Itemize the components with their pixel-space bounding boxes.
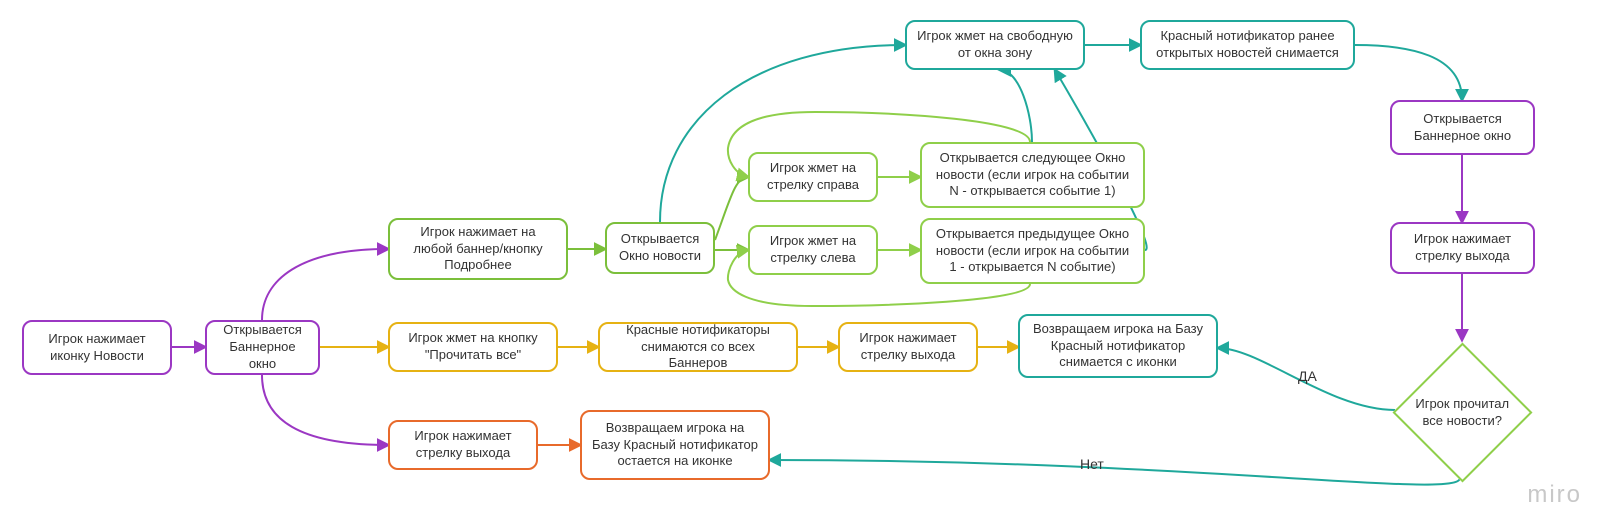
node-n13: Игрок жмет на кнопку "Прочитать все" xyxy=(388,322,558,372)
node-text: Игрок нажимает иконку Новости xyxy=(34,331,160,365)
node-n9: Игрок жмет на свободную от окна зону xyxy=(905,20,1085,70)
node-n6: Открывается следующее Окно новости (если… xyxy=(920,142,1145,208)
node-n17: Игрок нажимает стрелку выхода xyxy=(388,420,538,470)
node-text: Игрок нажимает стрелку выхода xyxy=(1402,231,1523,265)
node-n2: Открывается Баннерное окно xyxy=(205,320,320,375)
node-text: Красный нотификатор ранее открытых новос… xyxy=(1152,28,1343,62)
node-text: Открывается Окно новости xyxy=(617,231,703,265)
decision-text: Игрок прочитал все новости? xyxy=(1415,395,1510,429)
edge-e16 xyxy=(1355,45,1462,100)
edge-e4 xyxy=(262,375,388,445)
edge-e24 xyxy=(770,460,1460,485)
node-text: Игрок жмет на свободную от окна зону xyxy=(917,28,1073,62)
decision-diamond: Игрок прочитал все новости? xyxy=(1392,342,1532,482)
node-text: Игрок жмет на кнопку "Прочитать все" xyxy=(400,330,546,364)
edge-label: Нет xyxy=(1080,456,1104,472)
node-n1: Игрок нажимает иконку Новости xyxy=(22,320,172,375)
edge-e13 xyxy=(1000,70,1032,142)
node-text: Игрок жмет на стрелку справа xyxy=(760,160,866,194)
node-n11: Открывается Баннерное окно xyxy=(1390,100,1535,155)
node-n3: Игрок нажимает на любой баннер/кнопку По… xyxy=(388,218,568,280)
node-n14: Красные нотификаторы снимаются со всех Б… xyxy=(598,322,798,372)
edge-e2 xyxy=(262,249,388,320)
node-n5: Игрок жмет на стрелку справа xyxy=(748,152,878,202)
node-text: Красные нотификаторы снимаются со всех Б… xyxy=(610,322,786,373)
node-text: Открывается Баннерное окно xyxy=(217,322,308,373)
node-text: Игрок жмет на стрелку слева xyxy=(760,233,866,267)
edge-label: ДА xyxy=(1298,368,1317,384)
node-n16: Возвращаем игрока на Базу Красный нотифи… xyxy=(1018,314,1218,378)
node-n12: Игрок нажимает стрелку выхода xyxy=(1390,222,1535,274)
node-n8: Открывается предыдущее Окно новости (есл… xyxy=(920,218,1145,284)
node-n10: Красный нотификатор ранее открытых новос… xyxy=(1140,20,1355,70)
node-text: Открывается Баннерное окно xyxy=(1402,111,1523,145)
node-text: Возвращаем игрока на Базу Красный нотифи… xyxy=(1030,321,1206,372)
node-text: Игрок нажимает на любой баннер/кнопку По… xyxy=(400,224,556,275)
edge-e6 xyxy=(715,177,748,240)
node-n15: Игрок нажимает стрелку выхода xyxy=(838,322,978,372)
node-text: Открывается следующее Окно новости (если… xyxy=(932,150,1133,201)
node-n4: Открывается Окно новости xyxy=(605,222,715,274)
watermark: miro xyxy=(1527,481,1582,509)
node-text: Игрок нажимает стрелку выхода xyxy=(400,428,526,462)
node-n18: Возвращаем игрока на Базу Красный нотифи… xyxy=(580,410,770,480)
node-n7: Игрок жмет на стрелку слева xyxy=(748,225,878,275)
node-text: Игрок нажимает стрелку выхода xyxy=(850,330,966,364)
node-text: Открывается предыдущее Окно новости (есл… xyxy=(932,226,1133,277)
node-text: Возвращаем игрока на Базу Красный нотифи… xyxy=(592,420,758,471)
